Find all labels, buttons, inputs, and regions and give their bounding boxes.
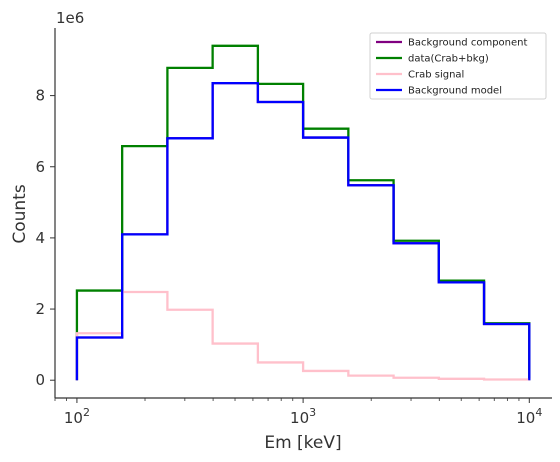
legend-label-1: data(Crab+bkg) [408,54,489,65]
series-layer [75,44,531,381]
legend-label-2: Crab signal [408,70,464,81]
y-tick-label-0: 0 [35,371,45,389]
legend-label-3: Background model [408,86,502,97]
y-tick-label-3: 6 [35,158,45,176]
x-axis-title: Em [keV] [264,433,341,453]
y-offset-text: 1e6 [56,9,84,27]
x-tick-label-0: 102 [64,406,90,427]
legend: Background component data(Crab+bkg) Crab s… [369,32,547,100]
legend-label-0: Background component [408,38,527,49]
legend-entries: Background component data(Crab+bkg) Crab s… [376,38,527,97]
series-line-3 [75,81,531,381]
ticks-layer: 0 2 4 6 8 102 103 104 [35,87,542,427]
legend-frame [369,32,547,100]
x-tick-label-2: 104 [516,406,542,427]
series-line-2 [75,290,531,381]
y-tick-label-2: 4 [35,229,45,247]
y-tick-label-4: 8 [35,87,45,105]
y-axis-title: Counts [10,184,30,243]
y-tick-label-1: 2 [35,300,45,318]
x-tick-label-1: 103 [290,406,316,427]
